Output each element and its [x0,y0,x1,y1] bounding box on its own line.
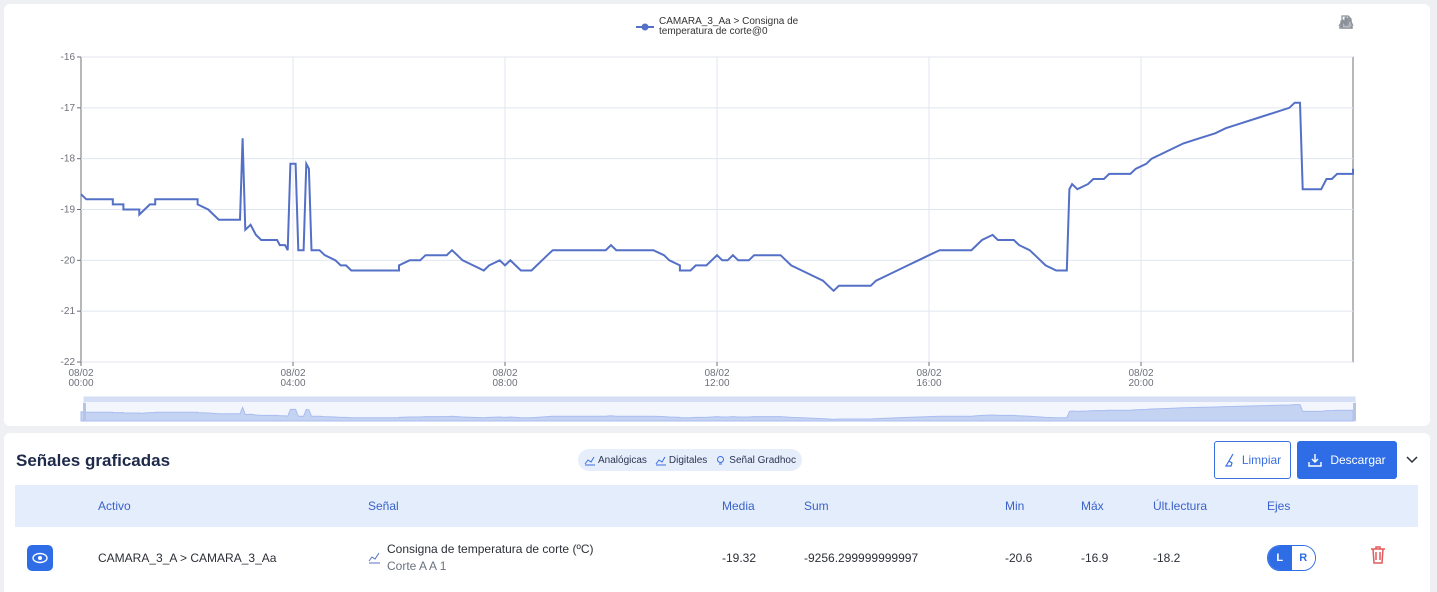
signal-type-filters: Analógicas Digitales Señal Gradhoc [578,449,802,471]
col-max[interactable]: Máx [1081,499,1104,513]
col-ejes[interactable]: Ejes [1267,499,1291,513]
col-media[interactable]: Media [722,499,755,513]
panel-title: Señales graficadas [16,451,171,470]
cell-min: -20.6 [1005,551,1033,565]
broom-icon [1224,453,1234,467]
data-view-icon[interactable] [1341,14,1376,30]
x-tick-label-date: 08/02 [704,368,729,379]
x-tick-label-date: 08/02 [916,368,941,379]
cell-ultima: -18.2 [1153,551,1181,565]
y-tick-label: -16 [61,52,76,63]
cell-media: -19.32 [722,551,757,565]
chart-toolbox [1338,14,1420,30]
y-tick-label: -20 [61,255,76,266]
series-line [80,101,1354,293]
axis-toggle: L R [1267,545,1316,571]
filter-digital[interactable]: Digitales [655,455,707,466]
eye-icon [32,552,48,564]
col-ultima[interactable]: Últ.lectura [1153,499,1208,513]
cell-senal-sub: Corte A A 1 [387,559,447,573]
col-sum[interactable]: Sum [804,499,829,513]
x-tick-label-date: 08/02 [280,368,305,379]
col-senal[interactable]: Señal [368,499,399,513]
download-icon [1308,454,1323,467]
axis-right-button[interactable]: R [1291,546,1315,570]
data-zoom-slider[interactable] [80,396,1356,422]
y-axis: -16 -17 -18 -19 -20 -21 -22 [61,52,81,368]
line-chart: CAMARA_3_Aa > Consigna de temperatura de… [61,16,1356,422]
analog-chart-icon [584,456,595,465]
y-tick-label: -18 [61,154,76,165]
zoom-handle-right[interactable] [1353,403,1356,421]
y-tick-label: -17 [61,103,76,114]
cell-senal: Consigna de temperatura de corte (ºC) [387,542,594,556]
digital-chart-icon [655,456,666,465]
download-button[interactable]: Descargar [1297,441,1397,479]
visibility-toggle[interactable] [27,545,53,571]
table-header: Activo Señal Media Sum Min Máx Últ.lectu… [15,485,1418,527]
clear-button-label: Limpiar [1241,453,1282,467]
x-tick-label-time: 16:00 [916,378,941,389]
signals-panel: Señales graficadas Analógicas Digitales … [4,433,1430,592]
clear-button[interactable]: Limpiar [1214,441,1291,479]
legend-label: CAMARA_3_Aa > Consigna de [659,16,799,27]
analog-signal-icon [368,552,380,564]
filter-gradhoc-label: Señal Gradhoc [729,454,796,466]
axis-left-button[interactable]: L [1268,546,1292,570]
filter-gradhoc[interactable]: Señal Gradhoc [715,455,796,466]
legend-label-2: temperatura de corte@0 [659,26,768,37]
x-tick-label-time: 04:00 [280,378,305,389]
chart-panel: CAMARA_3_Aa > Consigna de temperatura de… [4,4,1430,426]
y-tick-label: -19 [61,205,76,216]
filter-digital-label: Digitales [668,454,708,466]
filter-analog-label: Analógicas [598,454,647,466]
x-tick-label-date: 08/02 [68,368,93,379]
grid [80,56,1354,363]
legend-marker [641,23,649,31]
zoom-handle-left[interactable] [83,403,86,421]
download-button-label: Descargar [1330,453,1386,467]
zoom-preview-area [80,404,1354,422]
x-tick-label-time: 12:00 [704,378,729,389]
trash-icon[interactable] [1368,544,1388,566]
x-axis: 08/0200:0008/0204:0008/0208:0008/0212:00… [68,362,1154,389]
y-tick-label: -22 [61,357,76,368]
x-tick-label-date: 08/02 [1128,368,1153,379]
table-row: CAMARA_3_A > CAMARA_3_Aa Consigna de tem… [15,527,1418,587]
cell-sum: -9256.299999999997 [804,551,919,565]
x-tick-label-time: 00:00 [68,378,93,389]
x-tick-label-time: 08:00 [492,378,517,389]
bulb-icon [717,455,725,464]
col-min[interactable]: Min [1005,499,1025,513]
chart-legend[interactable]: CAMARA_3_Aa > Consigna de temperatura de… [636,16,799,37]
x-tick-label-time: 20:00 [1128,378,1153,389]
line-chart-icon[interactable] [1338,14,1398,30]
chevron-down-icon[interactable] [1404,451,1420,467]
cell-activo: CAMARA_3_A > CAMARA_3_Aa [98,551,277,565]
cell-max: -16.9 [1081,551,1109,565]
y-tick-label: -21 [61,306,76,317]
filter-analog[interactable]: Analógicas [584,455,647,466]
col-activo[interactable]: Activo [98,499,131,513]
bar-chart-icon[interactable] [1340,14,1420,30]
x-tick-label-date: 08/02 [492,368,517,379]
